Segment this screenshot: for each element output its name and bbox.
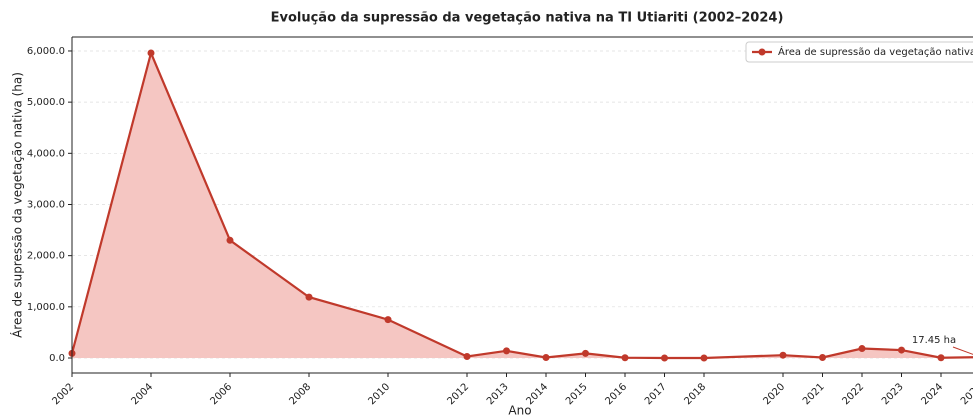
data-point bbox=[819, 353, 826, 361]
y-tick-label: 3,000.0 bbox=[27, 199, 65, 210]
x-tick-label: 2013 bbox=[485, 381, 511, 407]
data-point bbox=[542, 353, 550, 361]
x-tick-label: 2021 bbox=[801, 381, 827, 407]
data-point bbox=[147, 49, 155, 57]
x-tick-label: 2016 bbox=[603, 381, 629, 407]
x-tick-label: 2020 bbox=[761, 381, 787, 407]
data-point bbox=[858, 345, 866, 353]
x-tick-label: 2006 bbox=[208, 381, 234, 407]
data-point bbox=[621, 354, 629, 362]
legend-label: Área de supressão da vegetação nativa bbox=[778, 45, 973, 58]
x-axis-label: Ano bbox=[508, 404, 531, 418]
data-point bbox=[384, 316, 392, 324]
data-point bbox=[503, 347, 510, 355]
x-tick-label: 2023 bbox=[880, 381, 906, 407]
x-tick-label: 2004 bbox=[129, 381, 155, 407]
y-axis-label: Área de supressão da vegetação nativa (h… bbox=[10, 72, 25, 338]
x-tick-label: 2018 bbox=[682, 381, 708, 407]
data-line bbox=[70, 49, 973, 360]
x-tick-label: 2024 bbox=[919, 381, 945, 407]
y-tick-label: 6,000.0 bbox=[27, 46, 65, 57]
y-tick-label: 0.0 bbox=[49, 353, 65, 364]
y-tick-label: 4,000.0 bbox=[27, 148, 65, 159]
y-tick-label: 1,000.0 bbox=[27, 302, 65, 313]
y-tick-label: 5,000.0 bbox=[27, 97, 65, 108]
legend-marker bbox=[758, 48, 766, 56]
data-point bbox=[661, 354, 668, 362]
area-fill bbox=[72, 53, 973, 359]
x-tick-label: 2017 bbox=[643, 381, 669, 407]
data-point bbox=[898, 346, 905, 354]
data-point bbox=[582, 349, 589, 357]
data-point bbox=[779, 351, 787, 359]
x-tick-label: 2014 bbox=[524, 381, 550, 407]
annotation: 17.45 ha bbox=[912, 335, 956, 346]
chart-title: Evolução da supressão da vegetação nativ… bbox=[271, 11, 784, 26]
x-tick-label: 2012 bbox=[445, 381, 471, 407]
x-tick-label: 2025 bbox=[959, 381, 973, 407]
x-tick-label: 2015 bbox=[564, 381, 590, 407]
data-point bbox=[937, 354, 945, 362]
data-point bbox=[700, 354, 708, 362]
x-tick-label: 2002 bbox=[50, 381, 76, 407]
x-tick-label: 2010 bbox=[366, 381, 392, 407]
y-tick-label: 2,000.0 bbox=[27, 251, 65, 262]
x-tick-label: 2022 bbox=[840, 381, 866, 407]
legend-box bbox=[745, 41, 973, 63]
data-point bbox=[463, 352, 471, 360]
x-tick-label: 2008 bbox=[287, 381, 313, 407]
data-point bbox=[305, 293, 313, 301]
annotation-arrow bbox=[952, 346, 973, 355]
legend: Área de supressão da vegetação nativa bbox=[745, 41, 973, 63]
data-point bbox=[226, 236, 234, 244]
